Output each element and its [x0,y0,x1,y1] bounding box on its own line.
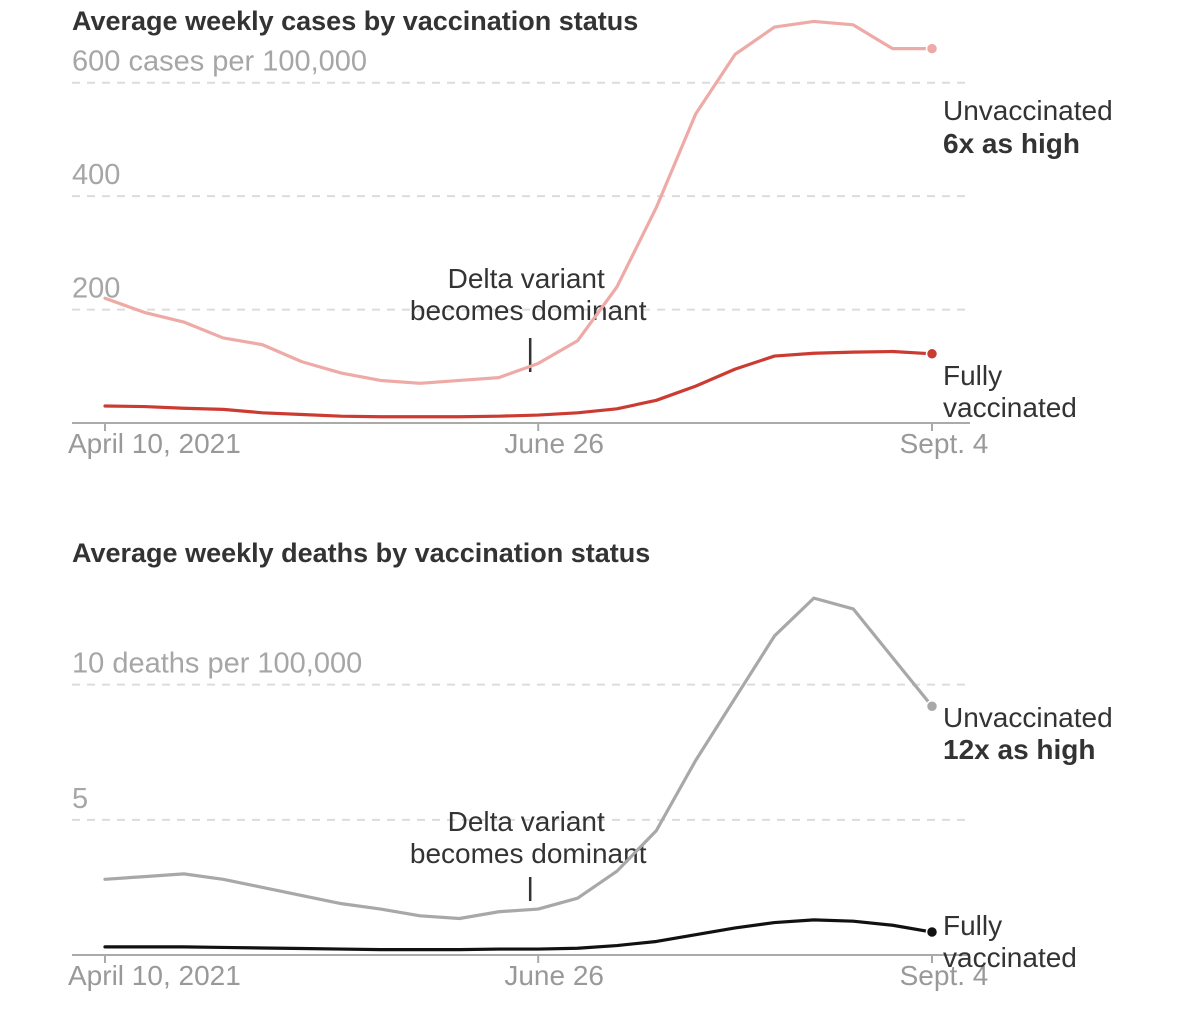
chart2-x-tick-label: April 10, 2021 [68,960,241,991]
chart1-x-tick-label: April 10, 2021 [68,428,241,459]
chart2-title: Average weekly deaths by vaccination sta… [72,538,650,568]
chart2-y-tick-label: 10 deaths per 100,000 [72,648,362,680]
chart1-x-tick-label: June 26 [504,428,604,459]
chart1-annotation-line2: becomes dominant [410,295,647,326]
chart1-series-fully-vaccinated-end-dot [925,347,939,361]
chart2-series-fully-vaccinated-end-dot [925,925,939,939]
chart2-x-tick-label: Sept. 4 [900,960,989,991]
chart1-annotation-line1: Delta variant [448,263,605,294]
chart2-annotation-line1: Delta variant [448,806,605,837]
chart2-x-tick-label: June 26 [504,960,604,991]
chart2-y-tick-label: 5 [72,783,88,815]
chart1-title: Average weekly cases by vaccination stat… [72,6,638,36]
chart2-series-unvaccinated-end-dot [925,700,939,713]
chart1-y-tick-label: 400 [72,159,120,191]
chart1-series-unvaccinated-label: 6x as high [943,128,1080,159]
chart1-series-fully-vaccinated-label: Fully [943,360,1002,391]
chart2-series-unvaccinated-label: Unvaccinated [943,702,1113,733]
chart2-series-unvaccinated-label: 12x as high [943,734,1096,765]
chart2-series-fully-vaccinated-label: vaccinated [943,942,1077,973]
chart1-series-fully-vaccinated-label: vaccinated [943,392,1077,423]
chart2-series-fully-vaccinated-line [103,918,934,952]
chart1-series-unvaccinated-label: Unvaccinated [943,95,1113,126]
chart2-series-unvaccinated-line [103,596,934,921]
chart1-series-unvaccinated-end-dot [925,42,939,55]
chart1-x-tick-label: Sept. 4 [900,428,989,459]
chart1-y-tick-label: 600 cases per 100,000 [72,46,367,78]
chart2-series-fully-vaccinated-label: Fully [943,910,1002,941]
chart2-annotation-line2: becomes dominant [410,838,647,869]
chart1-series-fully-vaccinated-line [103,349,934,419]
chart1-series-unvaccinated-line [103,19,934,385]
